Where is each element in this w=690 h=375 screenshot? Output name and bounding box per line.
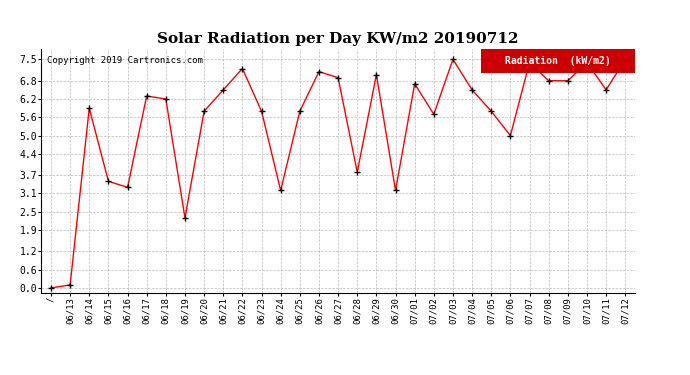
Title: Solar Radiation per Day KW/m2 20190712: Solar Radiation per Day KW/m2 20190712	[157, 32, 519, 46]
Text: Copyright 2019 Cartronics.com: Copyright 2019 Cartronics.com	[48, 56, 204, 65]
